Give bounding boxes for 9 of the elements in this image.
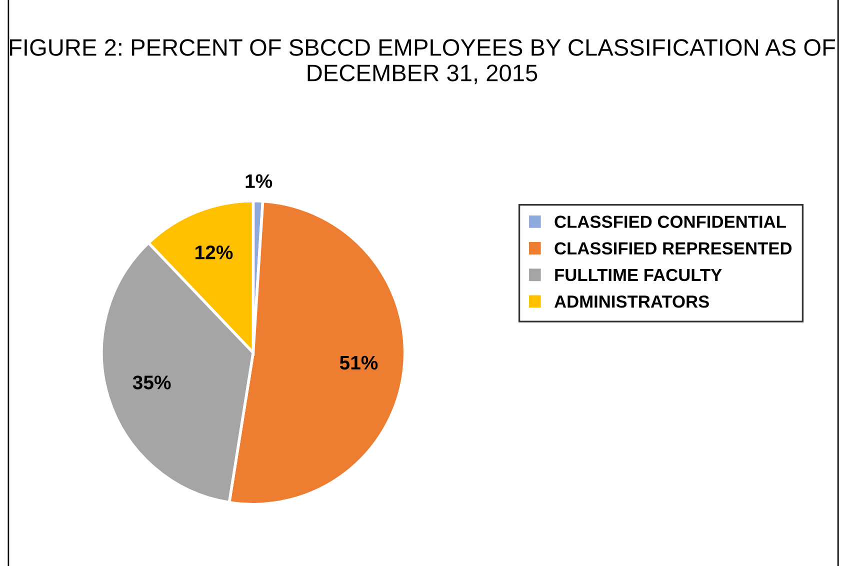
data-label: 51% xyxy=(340,356,378,370)
legend-label: FULLTIME FACULTY xyxy=(555,268,722,282)
legend-label: ADMINISTRATORS xyxy=(554,295,709,308)
data-label: 12% xyxy=(196,245,233,260)
chart-title: FIGURE 2: PERCENT OF SBCCD EMPLOYEES BY CLASSIFICATION AS OF DECEMBER 31, 2015 xyxy=(10,39,836,84)
legend-label: CLASSIFIED REPRESENTED xyxy=(554,242,792,255)
data-label: 1% xyxy=(246,174,272,188)
data-label: 35% xyxy=(132,376,171,390)
legend-label: CLASSFIED CONFIDENTIAL xyxy=(554,216,786,228)
